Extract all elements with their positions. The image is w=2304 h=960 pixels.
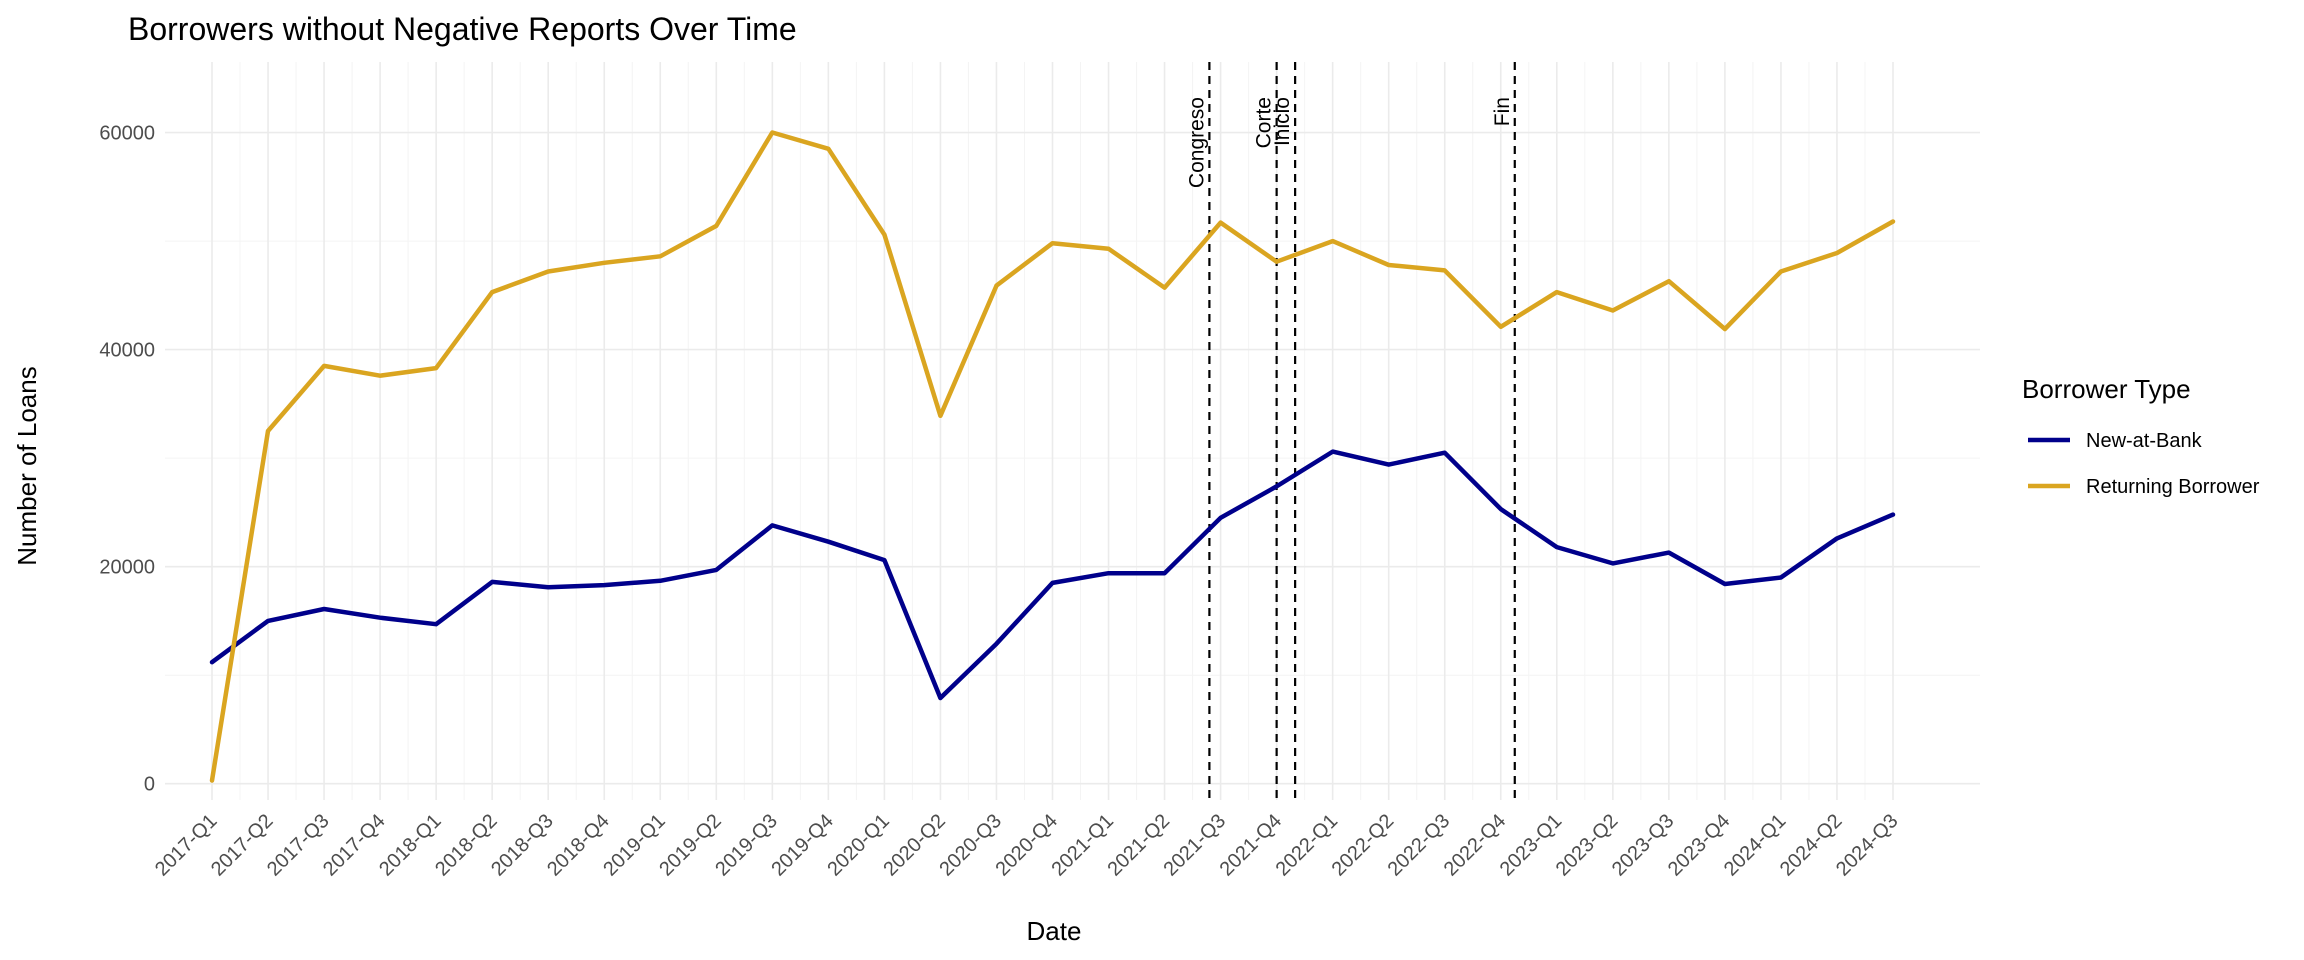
event-label: Congreso — [1185, 97, 1208, 188]
event-label: Corte — [1253, 97, 1276, 148]
x-axis-title: Date — [1027, 916, 1082, 946]
y-axis-title: Number of Loans — [12, 366, 42, 565]
y-tick-label: 60000 — [99, 123, 155, 145]
series-line — [209, 449, 1896, 701]
plot-grid — [165, 62, 1980, 800]
y-tick-label: 40000 — [99, 340, 155, 362]
event-label: Fin — [1491, 97, 1514, 126]
y-axis-ticks: 0 20000 40000 60000 — [99, 123, 155, 796]
chart-title: Borrowers without Negative Reports Over … — [128, 11, 797, 47]
legend-title: Borrower Type — [2022, 374, 2191, 404]
series-lines — [209, 130, 1896, 783]
legend: Borrower Type New-at-Bank Returning Borro… — [2022, 374, 2260, 498]
y-tick-label: 0 — [144, 774, 155, 796]
series-line — [209, 130, 1896, 783]
legend-label: New-at-Bank — [2086, 430, 2203, 452]
x-axis-ticks: 2017-Q12017-Q22017-Q32017-Q42018-Q12018-… — [151, 810, 1903, 881]
x-tick-label: 2024-Q3 — [1832, 810, 1903, 881]
legend-label: Returning Borrower — [2086, 476, 2260, 498]
event-label: Inicio — [1271, 97, 1294, 146]
y-tick-label: 20000 — [99, 557, 155, 579]
